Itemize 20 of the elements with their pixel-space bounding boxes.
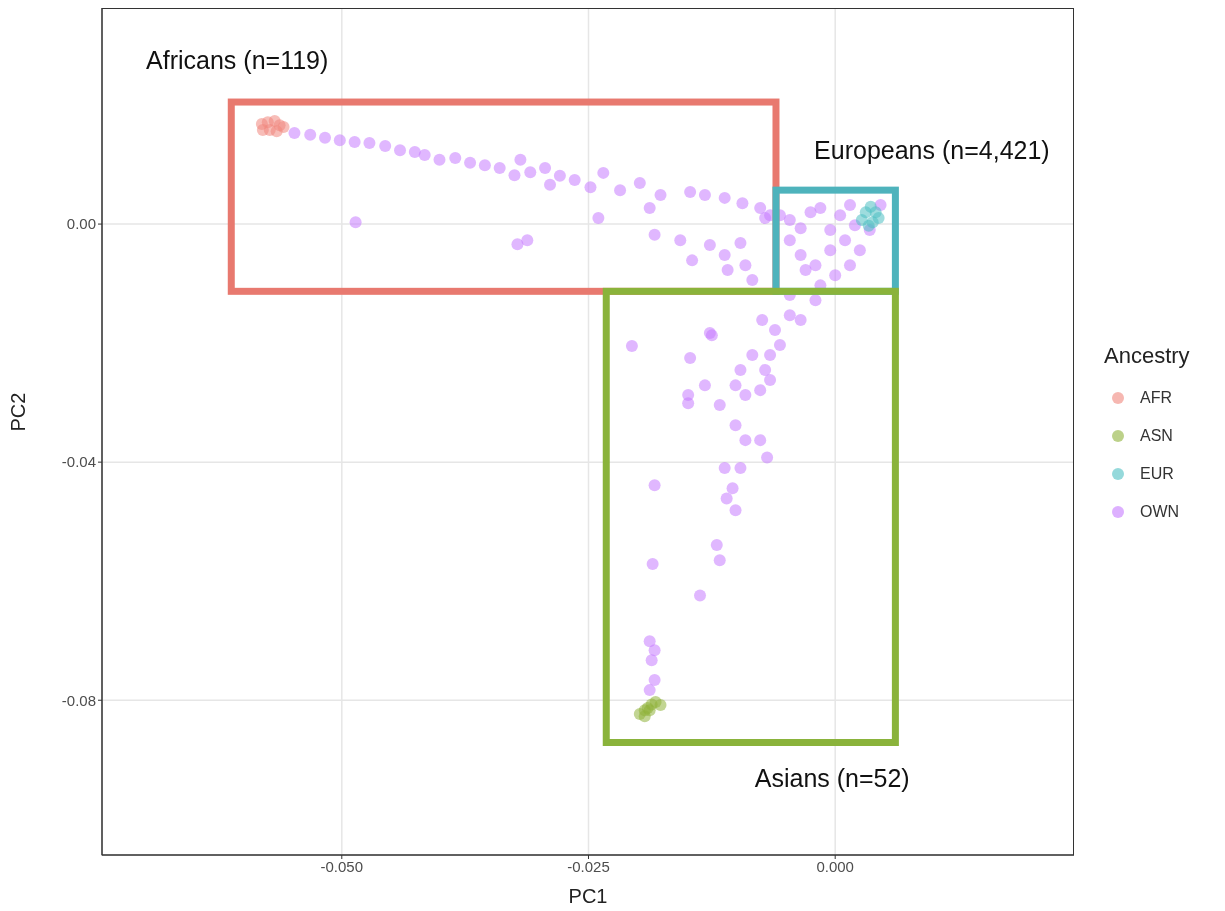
point (256, 124, 269, 137)
point (866, 216, 879, 229)
x-tick-label: -0.025 (567, 857, 610, 875)
y-axis-title: PC2 (7, 392, 30, 432)
y-tick-label: -0.04 (61, 453, 96, 471)
legend-label: ASN (1140, 427, 1173, 445)
point (277, 121, 290, 134)
legend-title: Ancestry (1104, 343, 1190, 369)
x-tick-label: -0.050 (320, 857, 364, 875)
x-axis-title: PC1 (568, 885, 608, 907)
x-tick-label: 0.000 (816, 857, 854, 875)
annotation: Asians (n=52) (754, 763, 910, 792)
point (654, 699, 667, 711)
y-tick-label: 0.00 (66, 215, 96, 233)
legend-label: EUR (1140, 465, 1174, 483)
annotation: Africans (n=119) (146, 45, 329, 74)
legend-label: AFR (1140, 389, 1172, 407)
y-tick-label: -0.08 (61, 691, 96, 709)
annotation: Europeans (n=4,421) (814, 135, 1050, 164)
legend-label: OWN (1140, 503, 1180, 521)
